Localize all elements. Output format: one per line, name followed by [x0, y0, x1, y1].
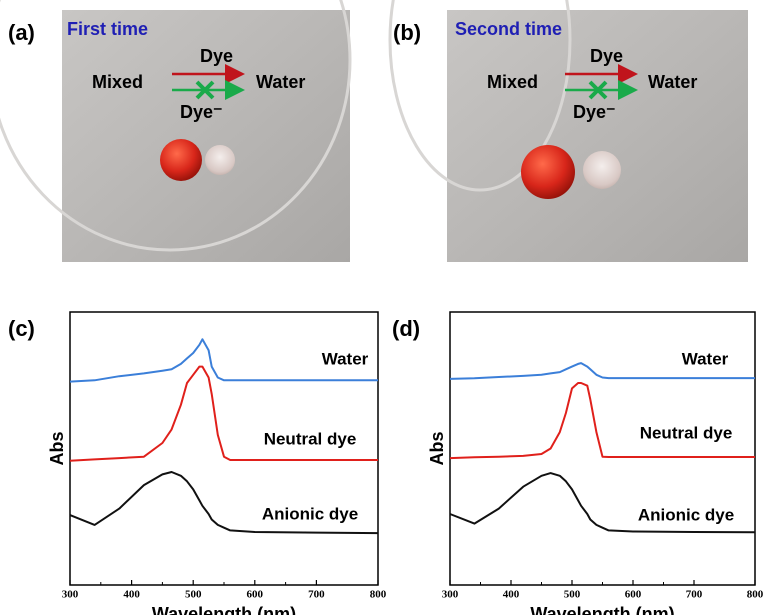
x-axis-label: Wavelength (nm): [152, 604, 296, 615]
x-tick-label: 700: [686, 589, 703, 601]
y-axis-label: Abs: [47, 431, 67, 465]
arrow-top-label: Dye: [200, 46, 233, 66]
x-tick-label: 800: [370, 589, 387, 601]
x-tick-label: 700: [308, 589, 325, 601]
series-label: Neutral dye: [264, 429, 357, 448]
arrow-bottom-label: Dye⁻: [573, 102, 616, 122]
x-tick-label: 500: [564, 589, 581, 601]
figure: (a) First time Dye Mixed Water Dye⁻ (b) Second …: [0, 0, 766, 615]
x-tick-label: 300: [62, 589, 79, 601]
panel-title: First time: [67, 19, 148, 39]
target-label: Water: [256, 72, 305, 92]
series-label: Neutral dye: [640, 423, 733, 442]
series-label: Water: [682, 349, 729, 368]
series-label: Anionic dye: [262, 504, 358, 523]
x-tick-label: 600: [247, 589, 264, 601]
series-line: [70, 472, 378, 533]
photo-a: [0, 0, 350, 262]
x-axis-label: Wavelength (nm): [530, 604, 674, 615]
photo-b: [390, 0, 748, 262]
panel-label: (a): [8, 20, 35, 45]
source-label: Mixed: [92, 72, 143, 92]
x-tick-label: 800: [747, 589, 764, 601]
series-label: Water: [322, 349, 369, 368]
y-axis-label: Abs: [427, 431, 447, 465]
series-label: Anionic dye: [638, 505, 734, 524]
panel-title: Second time: [455, 19, 562, 39]
x-tick-label: 300: [442, 589, 459, 601]
panel-label: (d): [392, 316, 420, 341]
x-tick-label: 500: [185, 589, 202, 601]
x-tick-label: 400: [123, 589, 140, 601]
panel-label: (c): [8, 316, 35, 341]
x-tick-label: 400: [503, 589, 520, 601]
panel-label: (b): [393, 20, 421, 45]
target-label: Water: [648, 72, 697, 92]
arrow-bottom-label: Dye⁻: [180, 102, 223, 122]
source-label: Mixed: [487, 72, 538, 92]
x-tick-label: 600: [625, 589, 642, 601]
arrow-top-label: Dye: [590, 46, 623, 66]
series-line: [450, 383, 755, 458]
